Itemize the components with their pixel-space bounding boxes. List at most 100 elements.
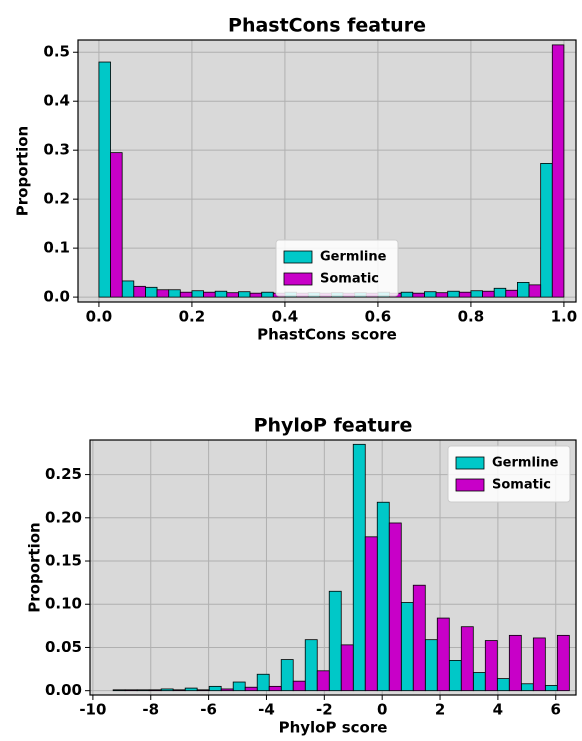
x-tick-label: 0.8 bbox=[458, 308, 485, 326]
bar bbox=[508, 634, 522, 692]
bar bbox=[124, 689, 138, 692]
y-tick-label: 0.2 bbox=[43, 190, 70, 208]
bar bbox=[388, 522, 402, 692]
y-tick-label: 0.25 bbox=[45, 465, 82, 483]
y-tick-label: 0.5 bbox=[43, 43, 70, 61]
bar bbox=[340, 644, 354, 692]
bar bbox=[196, 689, 210, 692]
bar bbox=[179, 291, 193, 298]
y-tick-label: 0.0 bbox=[43, 288, 70, 306]
chart-title: PhastCons feature bbox=[228, 15, 426, 37]
y-tick-label: 0.1 bbox=[43, 239, 70, 257]
x-tick-label: 2 bbox=[435, 701, 445, 719]
bar bbox=[517, 282, 530, 298]
bar bbox=[184, 687, 198, 692]
bar bbox=[304, 639, 318, 692]
bar bbox=[364, 536, 378, 692]
bar bbox=[551, 44, 565, 298]
x-tick-label: 0.0 bbox=[86, 308, 113, 326]
bar bbox=[540, 163, 553, 298]
legend-label: Germline bbox=[320, 250, 387, 265]
plot-frame bbox=[89, 439, 577, 696]
bar bbox=[160, 688, 174, 692]
y-tick-label: 0.20 bbox=[45, 508, 82, 526]
plot-frame bbox=[77, 39, 577, 303]
y-tick-label: 0.00 bbox=[45, 681, 82, 699]
x-axis-label: PhastCons score bbox=[257, 326, 397, 344]
legend-label: Somatic bbox=[492, 478, 551, 493]
bar bbox=[226, 292, 239, 298]
bar bbox=[400, 602, 414, 692]
bar bbox=[316, 670, 330, 692]
x-axis-label: PhyloP score bbox=[279, 719, 388, 737]
x-tick-label: -2 bbox=[316, 701, 333, 719]
bar bbox=[424, 639, 438, 692]
y-axis-label: Proportion bbox=[14, 126, 32, 216]
chart-title: PhyloP feature bbox=[254, 415, 413, 437]
bar bbox=[435, 292, 449, 298]
bar bbox=[424, 291, 437, 298]
bar bbox=[136, 689, 150, 692]
legend-label: Germline bbox=[492, 456, 559, 471]
bar bbox=[133, 285, 146, 298]
bar bbox=[472, 672, 486, 692]
bar bbox=[458, 291, 472, 298]
bar bbox=[244, 686, 258, 692]
bar bbox=[448, 660, 462, 692]
bar bbox=[249, 292, 263, 298]
y-tick-label: 0.3 bbox=[43, 141, 70, 159]
legend bbox=[275, 239, 399, 297]
bar bbox=[232, 681, 246, 692]
bar bbox=[328, 590, 342, 692]
bar bbox=[528, 284, 542, 298]
x-tick-label: -10 bbox=[79, 701, 106, 719]
x-tick-label: 1.0 bbox=[551, 308, 578, 326]
bar bbox=[470, 290, 483, 298]
y-tick-label: 0.05 bbox=[45, 638, 82, 656]
x-tick-label: 6 bbox=[551, 701, 561, 719]
x-tick-label: 0.4 bbox=[272, 308, 299, 326]
x-tick-label: -4 bbox=[258, 701, 275, 719]
bar bbox=[352, 443, 366, 692]
bar bbox=[484, 640, 498, 692]
bar bbox=[505, 289, 518, 298]
bar bbox=[482, 290, 495, 298]
bar bbox=[203, 291, 216, 298]
bar bbox=[220, 688, 234, 692]
legend-swatch bbox=[455, 478, 485, 492]
bar bbox=[261, 291, 274, 298]
bar bbox=[400, 291, 414, 298]
y-tick-label: 0.4 bbox=[43, 92, 70, 110]
x-tick-label: 0.2 bbox=[179, 308, 206, 326]
legend-swatch bbox=[283, 250, 313, 264]
bar bbox=[532, 637, 546, 692]
bar bbox=[191, 290, 204, 298]
bar bbox=[412, 584, 426, 692]
bar bbox=[214, 290, 228, 298]
bar bbox=[376, 501, 390, 692]
bar bbox=[98, 61, 111, 298]
bar bbox=[110, 152, 123, 298]
bar bbox=[520, 683, 534, 692]
legend bbox=[447, 445, 571, 503]
x-tick-label: 4 bbox=[493, 701, 503, 719]
bar bbox=[148, 689, 162, 692]
y-axis-label: Proportion bbox=[26, 522, 44, 612]
bar bbox=[168, 289, 181, 298]
bar bbox=[412, 292, 425, 298]
bar bbox=[280, 659, 294, 692]
bar bbox=[145, 286, 158, 298]
bar bbox=[121, 280, 135, 298]
bar bbox=[112, 689, 126, 692]
legend-swatch bbox=[283, 272, 313, 286]
bar bbox=[460, 626, 474, 692]
bar bbox=[496, 678, 510, 692]
legend-swatch bbox=[455, 456, 485, 470]
y-tick-label: 0.15 bbox=[45, 552, 82, 570]
bar bbox=[238, 291, 251, 298]
y-tick-label: 0.10 bbox=[45, 595, 82, 613]
legend-label: Somatic bbox=[320, 272, 379, 287]
bar bbox=[172, 689, 186, 692]
bar bbox=[447, 290, 460, 298]
